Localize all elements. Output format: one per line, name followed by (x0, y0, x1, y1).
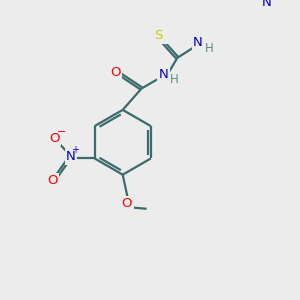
Text: S: S (154, 29, 163, 42)
Text: N: N (66, 150, 76, 163)
Text: O: O (49, 131, 60, 145)
Text: O: O (111, 66, 121, 79)
Text: O: O (48, 174, 58, 187)
Text: −: − (57, 127, 66, 137)
Text: H: H (169, 73, 178, 86)
Text: N: N (159, 68, 169, 81)
Text: N: N (193, 36, 202, 49)
Text: O: O (122, 197, 132, 210)
Text: H: H (205, 42, 213, 55)
Text: N: N (261, 0, 271, 9)
Text: +: + (71, 145, 79, 155)
